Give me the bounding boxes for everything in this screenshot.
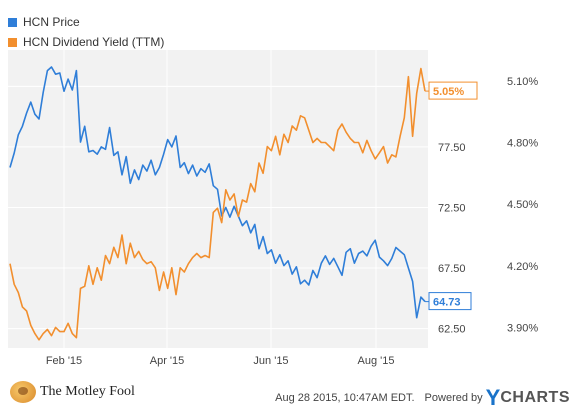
series-line-price (9, 66, 426, 319)
y-left-tick-label: 62.50 (438, 324, 466, 336)
x-tick-label: Feb '15 (46, 355, 82, 367)
x-tick-label: Aug '15 (358, 355, 395, 367)
ycharts-logo-text: CHARTS (500, 389, 570, 406)
yield-current-callout: 5.05% (425, 81, 478, 100)
callout-label: 64.73 (433, 297, 461, 309)
callout-box (428, 81, 478, 100)
y-left-tick-label: 77.50 (438, 142, 466, 154)
chart-footer: Aug 28 2015, 10:47AM EDT. Powered by Y C… (275, 385, 570, 411)
y-right-tick-label: 5.10% (507, 76, 538, 88)
jester-icon (10, 381, 36, 403)
series-line-yield (9, 67, 426, 341)
price-current-callout: 64.73 (425, 292, 472, 311)
legend-item-price[interactable]: HCN Price (8, 12, 164, 32)
plot-area (8, 50, 428, 348)
y-right-tick-label: 4.80% (507, 137, 538, 149)
legend-item-yield[interactable]: HCN Dividend Yield (TTM) (8, 32, 164, 52)
powered-by-label: Powered by (424, 392, 483, 404)
y-right-tick-label: 3.90% (507, 322, 538, 334)
y-left-tick-label: 72.50 (438, 202, 466, 214)
legend-label-yield: HCN Dividend Yield (TTM) (23, 35, 165, 49)
y-right-tick-label: 4.20% (507, 261, 538, 273)
y-right-tick-label: 4.50% (507, 199, 538, 211)
callout-label: 5.05% (433, 86, 464, 98)
ycharts-logo-y: Y (485, 385, 501, 410)
chart-timestamp: Aug 28 2015, 10:47AM EDT. (275, 392, 415, 404)
legend-swatch-price (8, 17, 17, 27)
motley-fool-logo: The Motley Fool (10, 381, 135, 403)
chart-legend: HCN Price HCN Dividend Yield (TTM) (8, 12, 164, 52)
x-tick-label: Apr '15 (150, 355, 185, 367)
motley-fool-wordmark: The Motley Fool (40, 384, 135, 399)
y-left-tick-label: 67.50 (438, 263, 466, 275)
legend-label-price: HCN Price (23, 15, 80, 29)
x-tick-label: Jun '15 (253, 355, 288, 367)
legend-swatch-yield (8, 37, 17, 47)
callout-box (428, 292, 472, 311)
